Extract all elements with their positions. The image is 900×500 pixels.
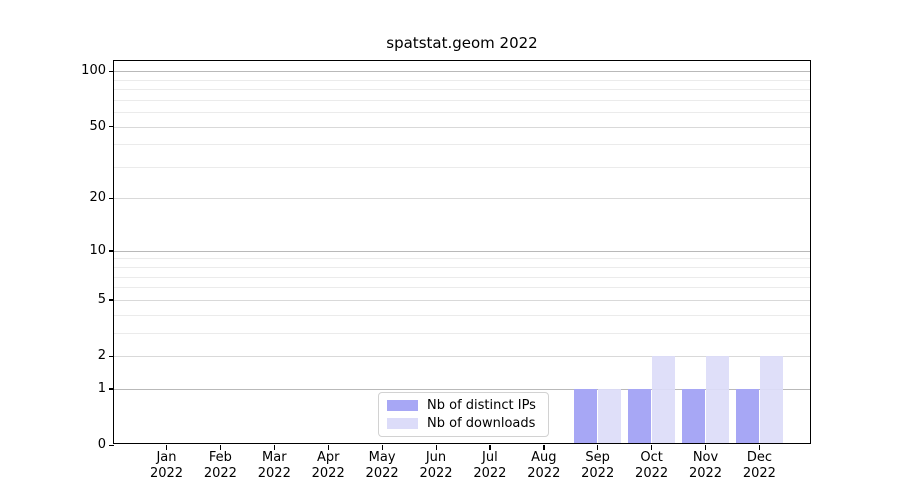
gridline-mid bbox=[114, 299, 810, 301]
legend-swatch-distinct-ips bbox=[387, 400, 418, 411]
gridline-minor bbox=[114, 89, 810, 91]
x-tick-mark bbox=[705, 444, 707, 450]
legend-item-distinct-ips: Nb of distinct IPs bbox=[387, 398, 540, 413]
gridline-minor bbox=[114, 258, 810, 260]
x-tick-label: Jun 2022 bbox=[419, 450, 453, 481]
x-tick-label: Sep 2022 bbox=[581, 450, 615, 481]
y-tick-label: 0 bbox=[97, 437, 106, 452]
x-tick-mark bbox=[327, 444, 329, 450]
x-tick-mark bbox=[381, 444, 383, 450]
x-tick-label: Apr 2022 bbox=[311, 450, 345, 481]
gridline-minor bbox=[114, 276, 810, 278]
y-tick-mark bbox=[109, 444, 114, 446]
y-tick-label: 20 bbox=[89, 190, 106, 206]
x-tick-mark bbox=[758, 444, 761, 450]
legend-label-distinct-ips: Nb of distinct IPs bbox=[427, 398, 536, 413]
gridline-minor bbox=[114, 287, 810, 289]
legend-label-downloads: Nb of downloads bbox=[427, 416, 536, 431]
bar-distinct-ips bbox=[735, 388, 759, 444]
y-tick-mark bbox=[109, 197, 114, 200]
x-tick-label: Aug 2022 bbox=[527, 450, 561, 481]
bar-downloads bbox=[706, 356, 729, 444]
gridline-minor bbox=[114, 166, 810, 168]
y-tick-mark bbox=[109, 70, 114, 72]
y-tick-mark bbox=[109, 250, 114, 252]
plot-area: Jan 2022 Feb 2022 Mar 2022 Apr 2022 May 2022… bbox=[81, 60, 811, 481]
gridline-minor bbox=[114, 314, 810, 316]
x-tick-mark bbox=[597, 444, 599, 450]
gridline-minor bbox=[114, 267, 810, 269]
y-tick-label: 2 bbox=[97, 348, 106, 363]
gridline-mid bbox=[114, 126, 810, 128]
legend-swatch-downloads bbox=[387, 418, 418, 429]
gridline-minor bbox=[114, 79, 810, 81]
gridline-mid bbox=[114, 198, 810, 200]
y-tick-label: 5 bbox=[97, 291, 106, 307]
x-tick-mark bbox=[543, 444, 545, 450]
legend-item-downloads: Nb of downloads bbox=[387, 416, 540, 431]
x-tick-label: Dec 2022 bbox=[742, 450, 776, 481]
bar-distinct-ips bbox=[628, 388, 652, 444]
bar-downloads bbox=[759, 356, 783, 444]
y-tick-label: 10 bbox=[89, 242, 106, 258]
y-tick-label: 50 bbox=[89, 118, 106, 134]
x-tick-mark bbox=[273, 444, 276, 450]
gridline-minor bbox=[114, 99, 810, 101]
y-tick-mark bbox=[109, 355, 114, 357]
bar-downloads bbox=[598, 388, 622, 444]
x-tick-mark bbox=[435, 444, 437, 450]
y-tick-label: 100 bbox=[81, 63, 106, 79]
y-tick-mark bbox=[109, 388, 114, 390]
x-tick-label: Mar 2022 bbox=[257, 450, 291, 481]
x-tick-label: Jan 2022 bbox=[149, 450, 184, 481]
x-tick-label: Nov 2022 bbox=[688, 450, 723, 481]
legend: Nb of distinct IPs Nb of downloads bbox=[378, 392, 549, 437]
x-tick-mark bbox=[489, 444, 491, 450]
chart-title: spatstat.geom 2022 bbox=[386, 34, 538, 52]
y-tick-mark bbox=[109, 299, 114, 301]
bar-downloads bbox=[652, 356, 676, 444]
bar-distinct-ips bbox=[574, 388, 598, 444]
x-tick-label: Oct 2022 bbox=[635, 450, 669, 481]
bar-distinct-ips bbox=[682, 388, 705, 444]
x-tick-mark bbox=[219, 444, 222, 450]
x-tick-label: Feb 2022 bbox=[203, 450, 237, 481]
x-tick-label: Jul 2022 bbox=[473, 450, 507, 481]
y-tick-label: 1 bbox=[97, 380, 106, 396]
gridline-minor bbox=[114, 144, 810, 146]
x-tick-mark bbox=[651, 444, 653, 450]
y-tick-mark bbox=[109, 126, 114, 128]
x-tick-label: May 2022 bbox=[365, 450, 399, 481]
gridline-major bbox=[114, 71, 810, 73]
gridline-major bbox=[114, 250, 810, 252]
x-tick-mark bbox=[166, 444, 168, 450]
gridline-minor bbox=[114, 112, 810, 114]
gridline-minor bbox=[114, 332, 810, 334]
